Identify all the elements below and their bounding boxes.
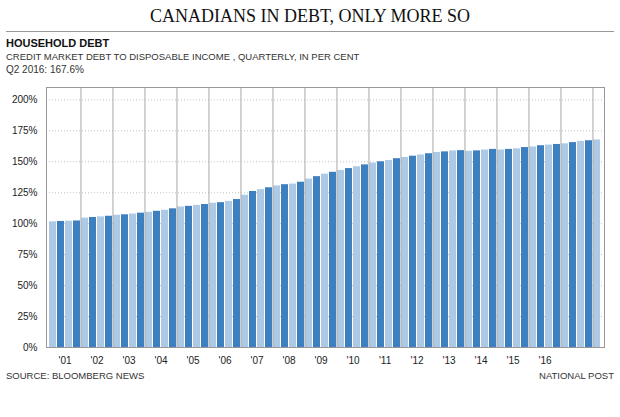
svg-text:125%: 125% bbox=[12, 187, 38, 198]
svg-text:'16: '16 bbox=[539, 355, 552, 366]
svg-text:'09: '09 bbox=[315, 355, 328, 366]
svg-text:150%: 150% bbox=[12, 156, 38, 167]
svg-text:'08: '08 bbox=[283, 355, 296, 366]
svg-text:'11: '11 bbox=[379, 355, 392, 366]
svg-text:50%: 50% bbox=[17, 280, 37, 291]
svg-text:'15: '15 bbox=[507, 355, 520, 366]
svg-text:75%: 75% bbox=[17, 249, 37, 260]
html-text:SOURCE: BLOOMBERG NEWS: SOURCE: BLOOMBERG NEWS bbox=[6, 370, 145, 381]
svg-text:200%: 200% bbox=[12, 94, 38, 105]
svg-text:'10: '10 bbox=[347, 355, 360, 366]
html-text:CANADIANS IN DEBT, ONLY MORE S: CANADIANS IN DEBT, ONLY MORE SO bbox=[149, 6, 471, 26]
svg-text:'02: '02 bbox=[91, 355, 104, 366]
svg-text:0%: 0% bbox=[23, 342, 38, 353]
html-text:CREDIT MARKET DEBT TO DISPOSAB: CREDIT MARKET DEBT TO DISPOSABLE INCOME … bbox=[6, 51, 360, 62]
svg-text:'03: '03 bbox=[123, 355, 136, 366]
svg-text:'06: '06 bbox=[219, 355, 232, 366]
svg-text:'12: '12 bbox=[411, 355, 424, 366]
svg-text:'13: '13 bbox=[443, 355, 456, 366]
svg-text:175%: 175% bbox=[12, 125, 38, 136]
html-text:NATIONAL POST: NATIONAL POST bbox=[539, 370, 614, 381]
html-text:Q2 2016: 167.6%: Q2 2016: 167.6% bbox=[6, 64, 84, 75]
svg-text:'14: '14 bbox=[475, 355, 488, 366]
svg-text:'04: '04 bbox=[155, 355, 168, 366]
svg-text:'01: '01 bbox=[59, 355, 72, 366]
html-text:HOUSEHOLD DEBT: HOUSEHOLD DEBT bbox=[6, 37, 110, 49]
svg-text:'05: '05 bbox=[187, 355, 200, 366]
svg-text:25%: 25% bbox=[17, 311, 37, 322]
svg-text:100%: 100% bbox=[12, 218, 38, 229]
svg-text:'07: '07 bbox=[251, 355, 264, 366]
